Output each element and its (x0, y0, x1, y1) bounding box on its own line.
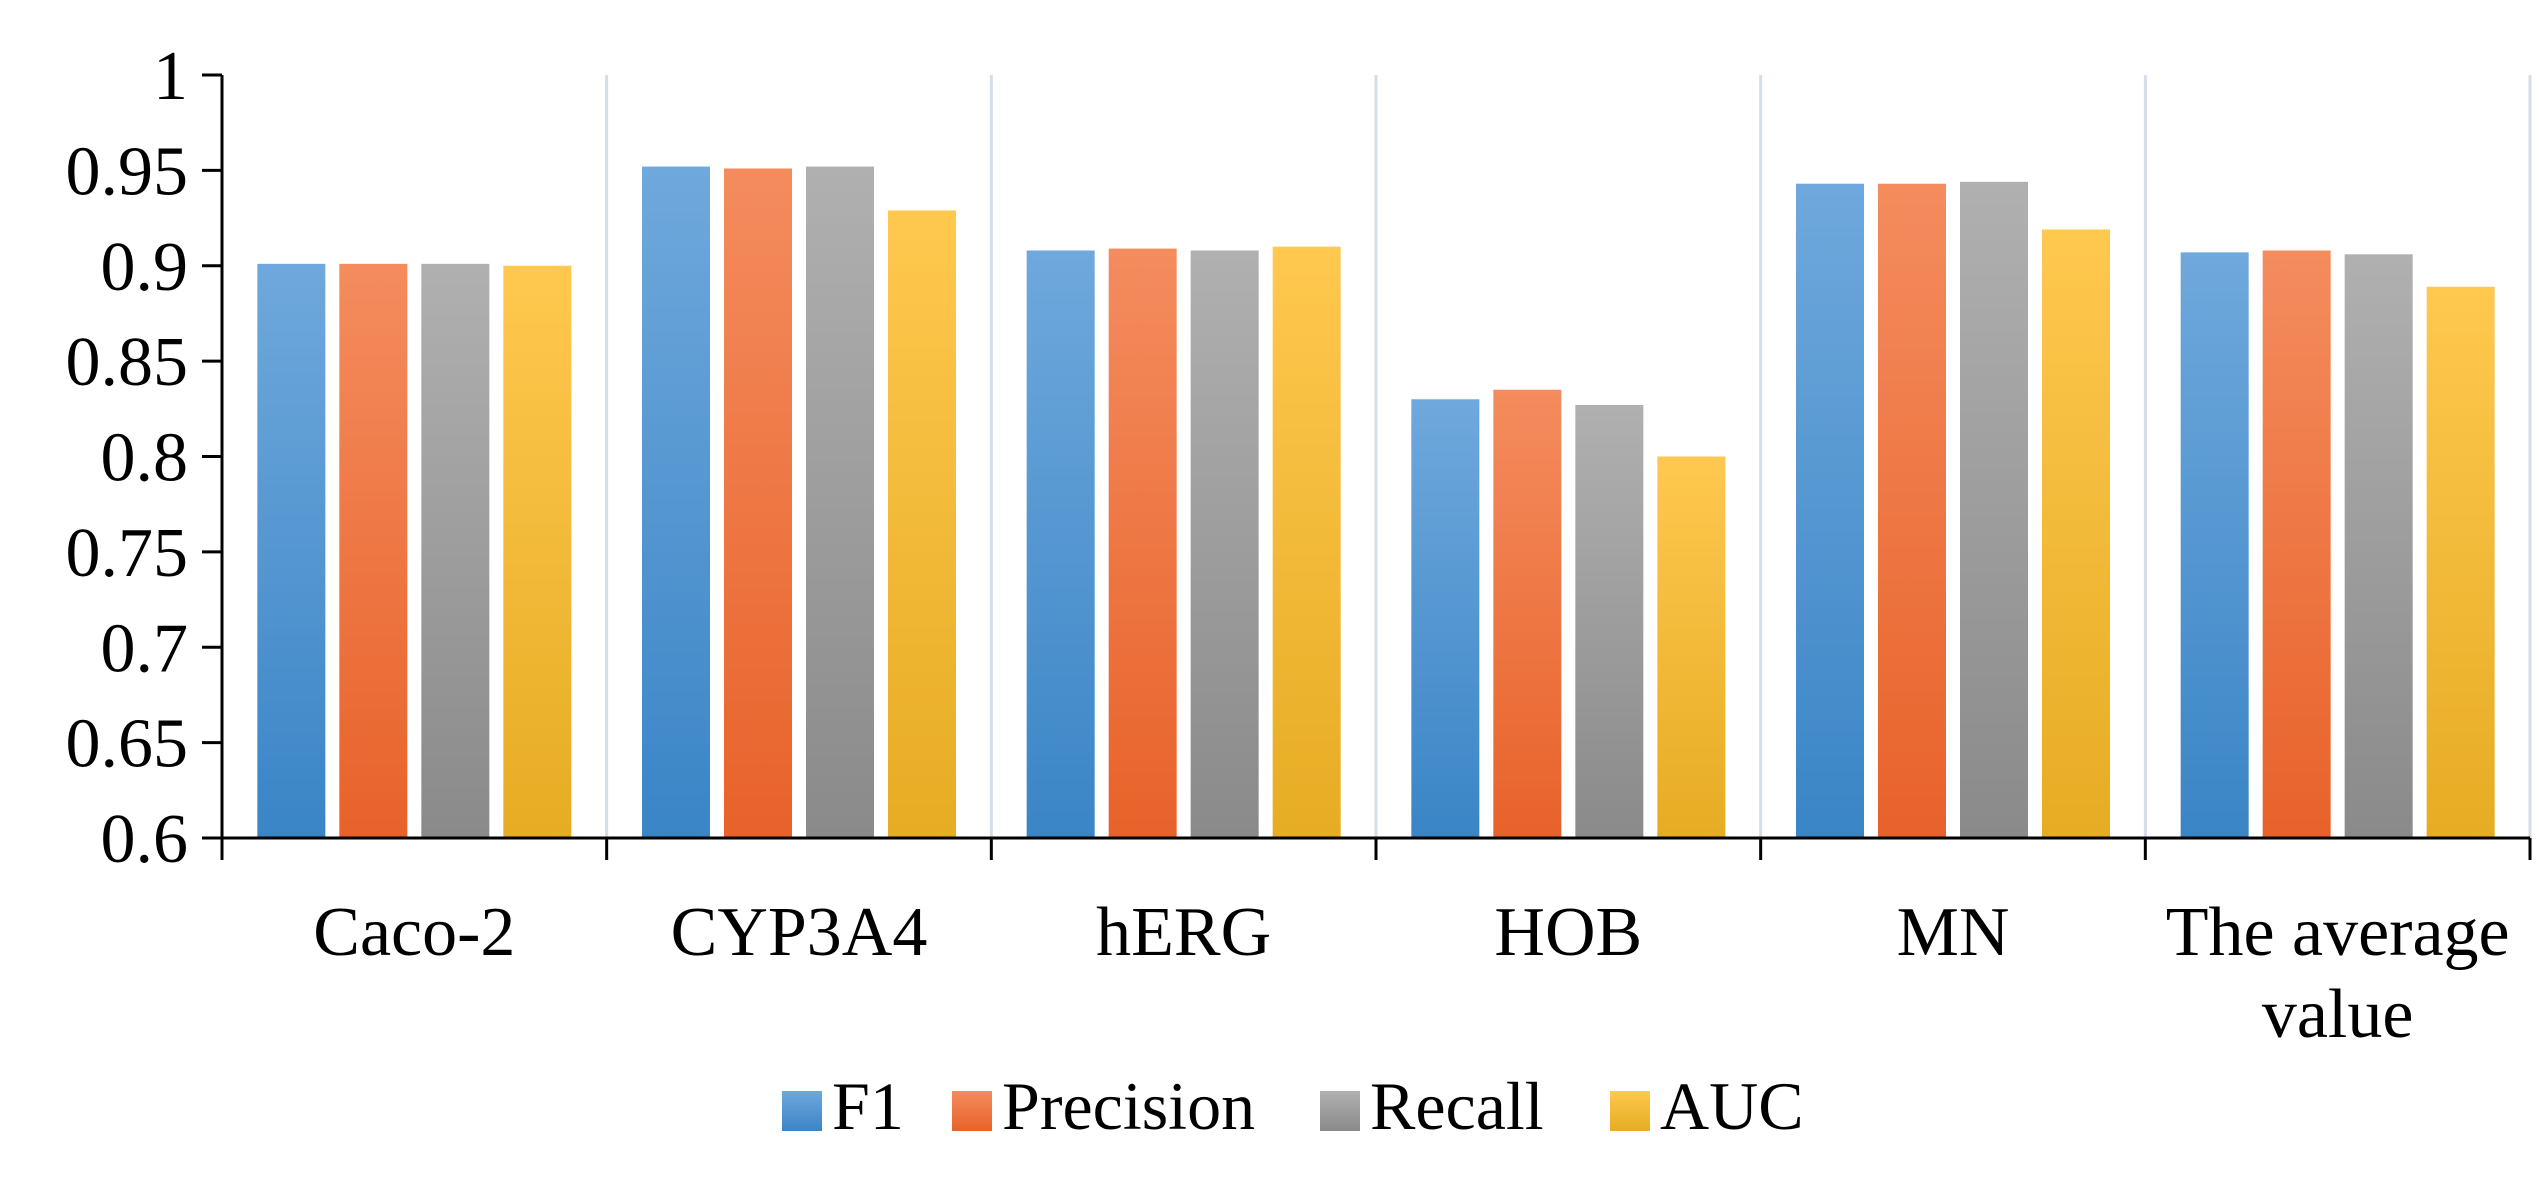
legend-label-f1: F1 (832, 1068, 904, 1144)
bars-group (257, 166, 2495, 839)
bar-precision-the-average-value (2262, 250, 2331, 839)
y-tick-label: 1 (153, 38, 188, 115)
x-category-label-herg: hERG (1096, 894, 1271, 971)
bar-auc-the-average-value (2426, 286, 2495, 838)
bar-f1-herg (1026, 250, 1095, 839)
bar-recall-herg (1190, 250, 1259, 839)
bar-f1-hob (1411, 399, 1480, 838)
y-tick-label: 0.95 (66, 133, 189, 210)
y-tick-label: 0.7 (101, 610, 189, 687)
bar-recall-hob (1575, 404, 1644, 838)
y-tick-label: 0.65 (66, 706, 189, 783)
bar-recall-mn (1960, 181, 2028, 838)
legend-item-f1: F1 (782, 1068, 904, 1144)
x-category-label-the-average-value: The average value (2166, 894, 2510, 1053)
bar-auc-herg (1272, 246, 1341, 839)
legend-label-auc: AUC (1660, 1068, 1804, 1144)
legend-swatch-f1 (782, 1091, 822, 1131)
bar-f1-caco-2 (257, 263, 326, 838)
x-category-label-mn: MN (1897, 894, 2010, 971)
legend-item-precision: Precision (952, 1068, 1255, 1144)
legend-swatch-recall (1320, 1091, 1360, 1131)
y-tick-label: 0.75 (66, 515, 189, 592)
y-tick-label: 0.85 (66, 324, 189, 401)
y-tick-label: 0.8 (101, 420, 189, 497)
bar-recall-cyp3a4 (806, 166, 874, 838)
bar-f1-cyp3a4 (642, 166, 710, 838)
bar-auc-caco-2 (503, 265, 572, 838)
legend-swatch-precision (952, 1091, 992, 1131)
y-axis-ticks: 0.6 0.65 0.7 0.75 0.8 0.85 0.9 0.95 1 (66, 38, 222, 878)
bar-f1-mn (1796, 183, 1864, 839)
bar-precision-cyp3a4 (724, 168, 792, 838)
legend-item-auc: AUC (1610, 1068, 1804, 1144)
x-category-label-cyp3a4: CYP3A4 (671, 894, 928, 971)
bar-recall-the-average-value (2344, 254, 2413, 838)
bar-auc-hob (1657, 456, 1726, 838)
legend-label-recall: Recall (1370, 1068, 1544, 1144)
category-separators (605, 75, 2532, 838)
bar-recall-caco-2 (421, 263, 490, 838)
x-category-label-caco-2: Caco-2 (313, 894, 515, 971)
legend-label-precision: Precision (1002, 1068, 1255, 1144)
bar-auc-mn (2042, 229, 2110, 838)
bar-precision-caco-2 (339, 263, 408, 838)
y-tick-label: 0.9 (101, 229, 189, 306)
bar-precision-herg (1108, 248, 1177, 838)
bar-auc-cyp3a4 (888, 210, 956, 838)
bar-precision-mn (1878, 183, 1946, 839)
bar-f1-the-average-value (2180, 252, 2249, 838)
legend: F1 Precision Recall AUC (782, 1068, 1804, 1144)
bar-precision-hob (1493, 389, 1562, 838)
x-axis-labels: Caco-2 CYP3A4 hERG HOB MN The average value (313, 894, 2509, 1053)
x-category-label-hob: HOB (1494, 894, 1642, 971)
legend-swatch-auc (1610, 1091, 1650, 1131)
legend-item-recall: Recall (1320, 1068, 1544, 1144)
y-tick-label: 0.6 (101, 801, 189, 878)
